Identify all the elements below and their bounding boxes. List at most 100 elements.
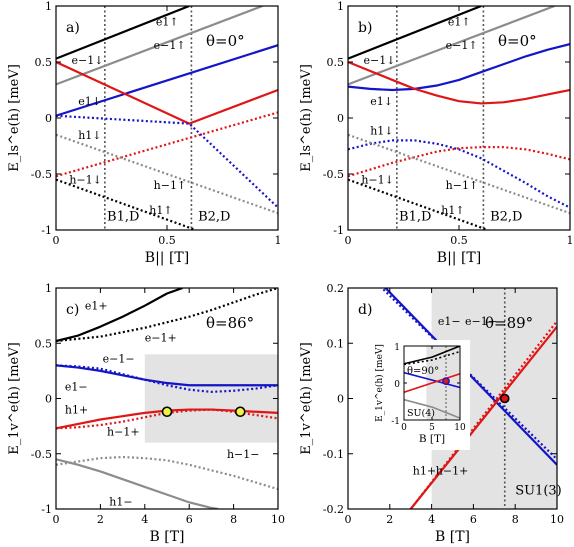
panel-c-series-label: e−1+ (145, 332, 177, 345)
panel-c-annotation: θ=86° (206, 314, 254, 332)
panel-b-series-label: e−1↓ (364, 54, 396, 67)
panel-d-series-line-h1+ (409, 325, 557, 509)
panel-b-series-line-e−1↓ (348, 60, 570, 105)
panel-d-xtick-label: 6 (470, 513, 477, 526)
panel-a-series-line-e1↑ (56, 6, 190, 60)
panel-d-series-label: h1+ (413, 464, 436, 477)
panel-d-inset-series-line-3 (404, 372, 460, 394)
panel-b-annotation: θ=0° (498, 32, 537, 50)
panel-a-xtick-label: 1 (275, 234, 282, 247)
panel-c-xtick-label: 8 (230, 513, 237, 526)
panel-c-series-line-h−1+ (56, 408, 278, 430)
panel-d-series-label: e−1− (465, 315, 497, 328)
panel-d-xtick-label: 2 (386, 513, 393, 526)
panel-c-series-label: h−1+ (107, 426, 140, 439)
panel-d-inset-xtick-label: 10 (454, 423, 466, 433)
panel-b-series-label: e−1↑ (446, 39, 478, 52)
panel-c-ytick-label: 0 (45, 393, 52, 406)
panel-b-vertical-marker-label: B2,D (490, 209, 522, 224)
panel-d-xtick-label: 0 (345, 513, 352, 526)
panel-a-series-line-h−1↑ (56, 133, 278, 215)
panel-d-xlabel: B [T] (435, 529, 470, 545)
panel-d-inset-series-line-0 (404, 346, 460, 365)
panel-d-inset-annotation: θ=90° (407, 366, 439, 377)
panel-b-series-label: h−1↑ (446, 179, 479, 192)
panel-d-ytick-label: -0.2 (323, 503, 344, 516)
panel-b-series-line-e1↓ (348, 43, 570, 92)
panel-a-xtick-label: 0.5 (158, 234, 176, 247)
panel-b-series-label: e1↑ (448, 16, 471, 29)
panel-b-series-label: e1↓ (370, 95, 393, 108)
panel-d-inset-xtick-label: 5 (429, 423, 435, 433)
panel-b-series-line-e−1↑ (348, 6, 555, 86)
panel-c: 0 2 4 6 8 10 -1 -0.5 0 0.5 1 e1+ e−1+ e−1− e1− h1+ h−1+ h… (7, 282, 285, 545)
panel-c-shaded-region (144, 354, 278, 443)
panel-a-series-label: h1↓ (78, 129, 101, 142)
panel-b-ytick-label: 1 (337, 0, 344, 13)
panel-a-series-label: h1↑ (149, 204, 172, 217)
panel-c-series-label: h1− (109, 495, 132, 508)
panel-a-ytick-label: -0.5 (31, 168, 52, 181)
panel-d-inset-series-line-1 (404, 350, 460, 366)
panel-a-series-label: e−1↑ (154, 39, 186, 52)
panel-b-series-label: h1↓ (370, 124, 393, 137)
panel-d-ytick-label: 0.2 (327, 282, 345, 295)
panel-c-series-label: e1+ (85, 300, 108, 313)
panel-c-series-line-h1− (56, 458, 219, 509)
panel-d-ytick-label: 0 (337, 393, 344, 406)
panel-d-degeneracy-marker (499, 393, 510, 404)
panel-a-series-label: e1↑ (156, 16, 179, 29)
panel-d-xtick-label: 4 (428, 513, 435, 526)
panel-a-xtick-label: 0 (53, 234, 60, 247)
panel-d-inset-xlabel: B [T] (419, 433, 445, 445)
panel-c-ytick-label: 0.5 (35, 337, 53, 350)
panel-c-ylabel: E_1v^e(h) [meV] (7, 342, 22, 454)
panel-c-series-line-e−1+ (56, 288, 278, 343)
panel-c-series-line-e1+ (56, 288, 183, 343)
panel-b-xtick-label: 0.5 (450, 234, 468, 247)
panel-b-ylabel: E_ls^e(h) [meV] (299, 64, 314, 172)
panel-d-inset-ytick-label: 0 (394, 380, 400, 390)
panel-d-label: d) (358, 302, 372, 318)
panel-b-ytick-label: 0 (337, 112, 344, 125)
panel-d-inset-xtick-label: 0 (401, 423, 407, 433)
panel-c-xtick-label: 0 (53, 513, 60, 526)
panel-c-series-line-e−1− (56, 364, 278, 393)
panel-b-xtick-label: 1 (567, 234, 574, 247)
panel-d-xtick-label: 8 (512, 513, 519, 526)
panel-b-xtick-label: 0 (345, 234, 352, 247)
panel-d-xtick-label: 10 (550, 513, 564, 526)
panel-c-xlabel: B [T] (150, 529, 185, 545)
panel-a-series-line-e1↓ (56, 44, 278, 117)
panel-a-series-label: e−1↓ (72, 54, 104, 67)
panel-b-ytick-label: -0.5 (323, 168, 344, 181)
panel-c-series-label: h−1− (227, 448, 260, 461)
panel-d-series-label: h−1+ (436, 464, 469, 477)
panel-c-degeneracy-marker (234, 406, 246, 418)
panel-d-inset-ylabel: E_1v^e(h) [meV] (374, 344, 385, 422)
panel-b-xlabel: B|| [T] (437, 250, 481, 266)
panel-d-ytick-label: -0.1 (323, 448, 344, 461)
panel-a-ylabel: E_ls^e(h) [meV] (7, 64, 22, 172)
panel-c-ytick-label: 1 (45, 282, 52, 295)
panel-c-degeneracy-marker (161, 406, 173, 418)
panel-d: 0 2 4 6 8 10-0.2-0.100.10.2e1− e−1−h1+ h−1+SU1(… (299, 282, 564, 545)
panel-a-xlabel: B|| [T] (145, 250, 189, 266)
panel-c-plot-area (56, 288, 278, 509)
panel-d-vertical-marker-label: SU1(3) (515, 484, 562, 499)
panel-b-label: b) (358, 20, 372, 36)
panel-c-ytick-label: -1 (41, 503, 52, 516)
panel-d-series-line-e−1− (380, 288, 557, 461)
panel-c-xtick-label: 6 (186, 513, 193, 526)
panel-d-ylabel: E_1v^e(h) [meV] (299, 342, 314, 454)
panel-d-ytick-label: 0.1 (327, 337, 345, 350)
panel-c-xtick-label: 2 (97, 513, 104, 526)
panel-b-ytick-label: -1 (333, 224, 344, 237)
panel-b-series-label: h1↑ (441, 204, 464, 217)
panel-d-annotation: θ=89° (485, 314, 533, 332)
panel-a-vertical-marker-label: B1,D (107, 209, 139, 224)
panel-c-label: c) (66, 302, 79, 318)
panel-b-plot-area (348, 6, 570, 230)
